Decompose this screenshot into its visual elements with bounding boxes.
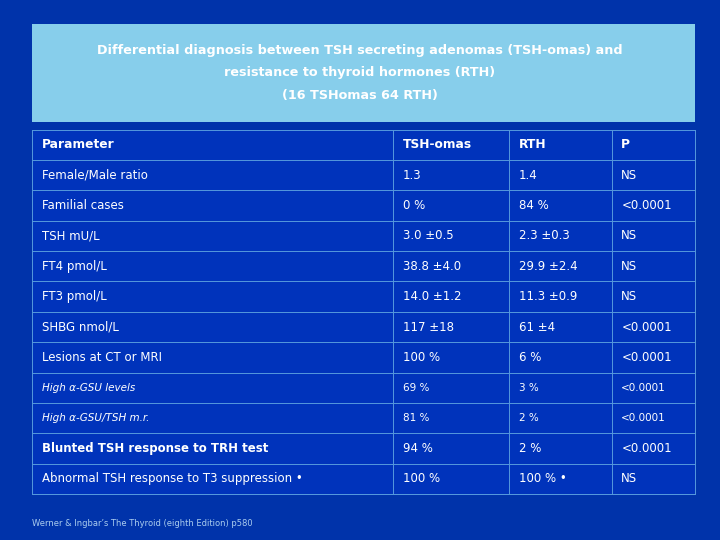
FancyBboxPatch shape bbox=[32, 251, 695, 281]
Text: <0.0001: <0.0001 bbox=[621, 413, 666, 423]
FancyBboxPatch shape bbox=[32, 373, 695, 403]
Text: Abnormal TSH response to T3 suppression •: Abnormal TSH response to T3 suppression … bbox=[42, 472, 302, 485]
Text: NS: NS bbox=[621, 290, 637, 303]
FancyBboxPatch shape bbox=[32, 221, 695, 251]
Text: 117 ±18: 117 ±18 bbox=[402, 321, 454, 334]
Text: <0.0001: <0.0001 bbox=[621, 321, 672, 334]
Text: High α-GSU levels: High α-GSU levels bbox=[42, 383, 135, 393]
Text: 29.9 ±2.4: 29.9 ±2.4 bbox=[518, 260, 577, 273]
Text: 1.3: 1.3 bbox=[402, 168, 421, 181]
Text: TSH-omas: TSH-omas bbox=[402, 138, 472, 151]
Text: Parameter: Parameter bbox=[42, 138, 114, 151]
FancyBboxPatch shape bbox=[32, 191, 695, 221]
Text: 69 %: 69 % bbox=[402, 383, 429, 393]
FancyBboxPatch shape bbox=[32, 464, 695, 494]
Text: NS: NS bbox=[621, 230, 637, 242]
Text: Differential diagnosis between TSH secreting adenomas (TSH-omas) and: Differential diagnosis between TSH secre… bbox=[97, 44, 623, 57]
Text: NS: NS bbox=[621, 260, 637, 273]
FancyBboxPatch shape bbox=[32, 403, 695, 433]
Text: Werner & Ingbar’s The Thyroid (eighth Edition) p580: Werner & Ingbar’s The Thyroid (eighth Ed… bbox=[32, 519, 253, 528]
Text: <0.0001: <0.0001 bbox=[621, 383, 666, 393]
Text: 3.0 ±0.5: 3.0 ±0.5 bbox=[402, 230, 454, 242]
Text: Familial cases: Familial cases bbox=[42, 199, 124, 212]
Text: 100 %: 100 % bbox=[402, 472, 440, 485]
Text: 81 %: 81 % bbox=[402, 413, 429, 423]
FancyBboxPatch shape bbox=[32, 433, 695, 464]
Text: 100 % •: 100 % • bbox=[518, 472, 567, 485]
Text: NS: NS bbox=[621, 168, 637, 181]
Text: <0.0001: <0.0001 bbox=[621, 351, 672, 364]
Text: 61 ±4: 61 ±4 bbox=[518, 321, 555, 334]
Text: 1.4: 1.4 bbox=[518, 168, 537, 181]
FancyBboxPatch shape bbox=[32, 281, 695, 312]
Text: Lesions at CT or MRI: Lesions at CT or MRI bbox=[42, 351, 162, 364]
Text: 2 %: 2 % bbox=[518, 442, 541, 455]
Text: Female/Male ratio: Female/Male ratio bbox=[42, 168, 148, 181]
FancyBboxPatch shape bbox=[32, 130, 695, 160]
FancyBboxPatch shape bbox=[32, 312, 695, 342]
Text: <0.0001: <0.0001 bbox=[621, 199, 672, 212]
Text: TSH mU/L: TSH mU/L bbox=[42, 230, 99, 242]
Text: FT4 pmol/L: FT4 pmol/L bbox=[42, 260, 107, 273]
Text: 2.3 ±0.3: 2.3 ±0.3 bbox=[518, 230, 570, 242]
Text: (16 TSHomas 64 RTH): (16 TSHomas 64 RTH) bbox=[282, 89, 438, 102]
FancyBboxPatch shape bbox=[32, 24, 695, 122]
Text: NS: NS bbox=[621, 472, 637, 485]
Text: 94 %: 94 % bbox=[402, 442, 433, 455]
Text: <0.0001: <0.0001 bbox=[621, 442, 672, 455]
Text: RTH: RTH bbox=[518, 138, 546, 151]
Text: 100 %: 100 % bbox=[402, 351, 440, 364]
Text: P: P bbox=[621, 138, 631, 151]
Text: 84 %: 84 % bbox=[518, 199, 549, 212]
FancyBboxPatch shape bbox=[32, 160, 695, 191]
FancyBboxPatch shape bbox=[32, 342, 695, 373]
Text: High α-GSU/TSH m.r.: High α-GSU/TSH m.r. bbox=[42, 413, 149, 423]
Text: Blunted TSH response to TRH test: Blunted TSH response to TRH test bbox=[42, 442, 268, 455]
Text: 3 %: 3 % bbox=[518, 383, 539, 393]
Text: resistance to thyroid hormones (RTH): resistance to thyroid hormones (RTH) bbox=[225, 66, 495, 79]
Text: 11.3 ±0.9: 11.3 ±0.9 bbox=[518, 290, 577, 303]
Text: 6 %: 6 % bbox=[518, 351, 541, 364]
Text: 14.0 ±1.2: 14.0 ±1.2 bbox=[402, 290, 462, 303]
Text: 38.8 ±4.0: 38.8 ±4.0 bbox=[402, 260, 461, 273]
Text: FT3 pmol/L: FT3 pmol/L bbox=[42, 290, 107, 303]
Text: 2 %: 2 % bbox=[518, 413, 539, 423]
Text: 0 %: 0 % bbox=[402, 199, 425, 212]
Text: SHBG nmol/L: SHBG nmol/L bbox=[42, 321, 119, 334]
